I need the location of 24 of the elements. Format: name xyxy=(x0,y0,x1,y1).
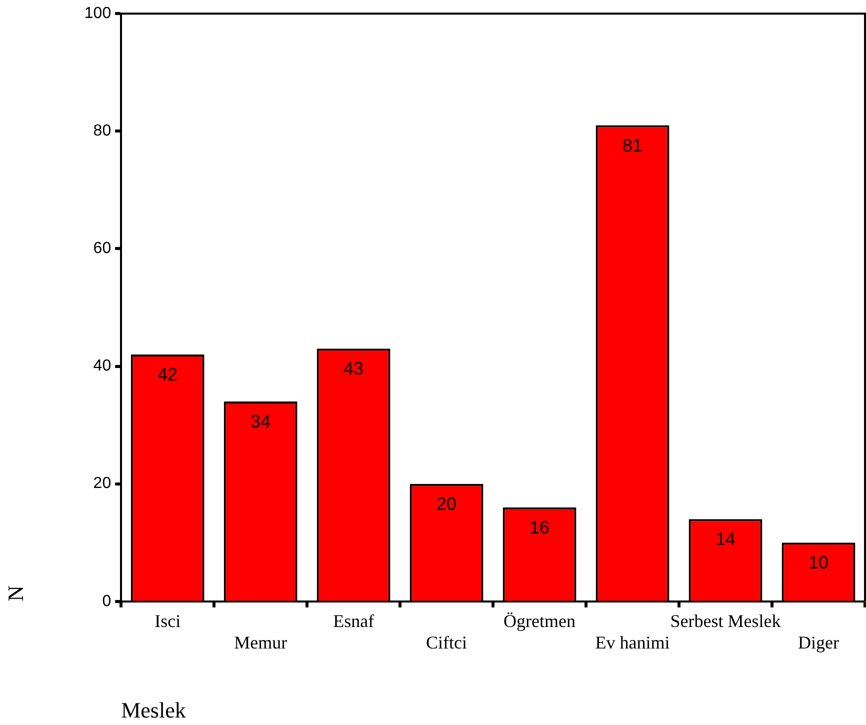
data-label: 81 xyxy=(622,135,643,156)
data-label: 14 xyxy=(716,529,736,550)
x-tick-label: Esnaf xyxy=(333,610,374,631)
x-tick-label: Isci xyxy=(154,610,181,631)
y-tick-label: 100 xyxy=(84,5,112,22)
x-tick-label: Serbest Meslek xyxy=(670,610,781,631)
y-tick-label: 0 xyxy=(102,592,112,610)
data-label: 20 xyxy=(436,494,457,514)
y-axis-title: N xyxy=(2,585,28,602)
data-label: 16 xyxy=(530,517,550,538)
data-label: 10 xyxy=(808,552,829,573)
x-tick-label: Ev hanimi xyxy=(595,632,670,653)
y-tick-label: 60 xyxy=(93,240,112,258)
y-tick-label: 20 xyxy=(93,475,112,492)
x-tick-label: Diger xyxy=(798,632,840,653)
data-label: 42 xyxy=(158,364,178,384)
data-label: 43 xyxy=(344,358,364,379)
y-tick-label: 40 xyxy=(93,358,112,375)
x-tick-label: Memur xyxy=(234,632,288,653)
data-label: 34 xyxy=(250,412,271,432)
x-axis-title: Meslek xyxy=(121,698,186,723)
x-tick-label: Ögretmen xyxy=(504,610,576,631)
x-tick-label: Ciftci xyxy=(426,632,468,653)
y-tick-label: 80 xyxy=(93,122,112,140)
